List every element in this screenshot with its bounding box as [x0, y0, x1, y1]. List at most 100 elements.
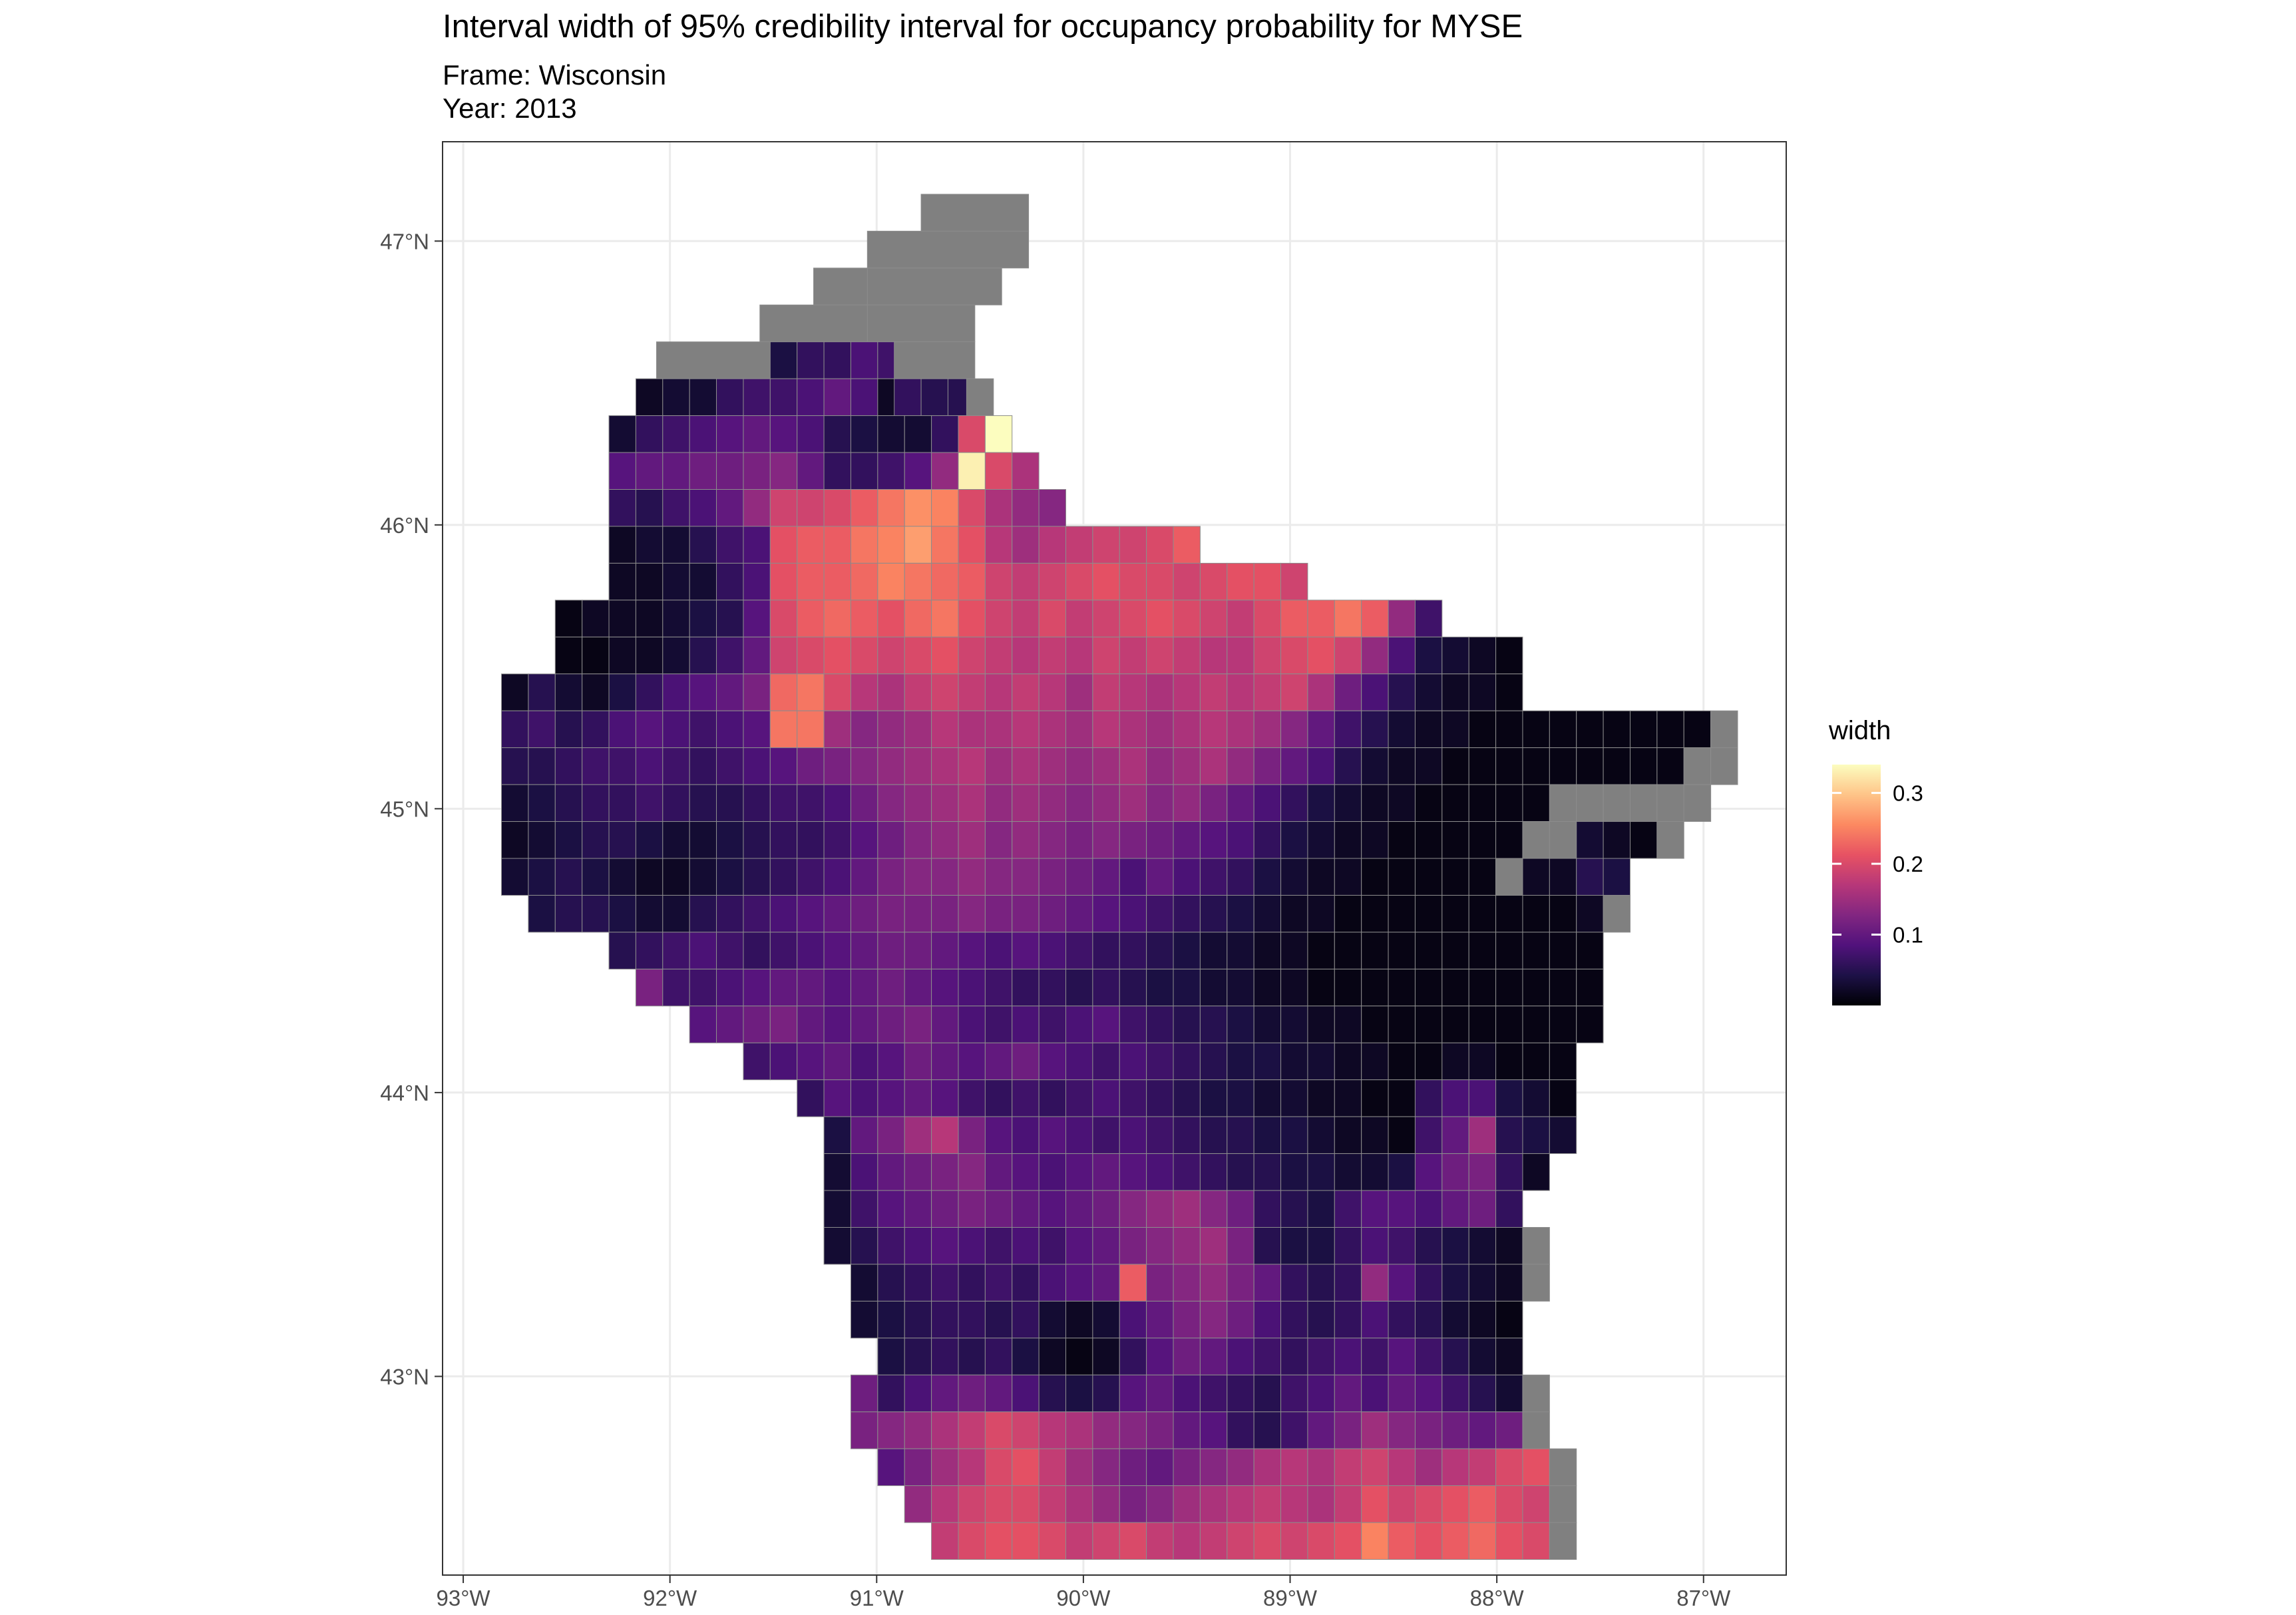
- heatmap-cell: [1065, 1226, 1093, 1265]
- heatmap-cell: [608, 710, 636, 749]
- heatmap-cell: [662, 636, 690, 675]
- heatmap-cell: [769, 932, 798, 970]
- heatmap-cell: [662, 710, 690, 749]
- heatmap-cell: [608, 894, 636, 933]
- heatmap-cell: [635, 968, 664, 1007]
- heatmap-cell: [1414, 1300, 1443, 1339]
- heatmap-cell: [1119, 747, 1147, 785]
- heatmap-cell: [1253, 1042, 1282, 1081]
- heatmap-cell: [1119, 1374, 1147, 1413]
- heatmap-cell: [931, 415, 959, 453]
- heatmap-cell: [984, 636, 1013, 675]
- heatmap-cell: [1173, 636, 1201, 675]
- heatmap-cell: [1119, 968, 1147, 1007]
- legend: 0.1 0.2 0.3: [1832, 765, 1923, 1005]
- heatmap-cell: [877, 1300, 905, 1339]
- heatmap-cell: [1414, 1448, 1443, 1487]
- heatmap-cell: [1388, 1485, 1416, 1523]
- heatmap-cell: [1549, 1485, 1577, 1523]
- heatmap-cell: [850, 600, 878, 637]
- heatmap-cell: [608, 562, 636, 601]
- heatmap-cell: [823, 600, 851, 637]
- heatmap-cell: [716, 600, 744, 637]
- heatmap-cell: [1280, 1264, 1308, 1302]
- heatmap-cell: [1012, 858, 1040, 896]
- axes: 93°W 92°W 91°W 90°W 89°W 88°W 87°W 43°N 44°N 45°N…: [380, 229, 1731, 1610]
- heatmap-cell: [1119, 710, 1147, 749]
- heatmap-cell: [1012, 1411, 1040, 1449]
- heatmap-cell: [984, 1005, 1013, 1043]
- heatmap-cell: [1361, 1522, 1389, 1560]
- heatmap-cell: [1414, 1079, 1443, 1117]
- heatmap-cell: [1334, 673, 1362, 711]
- heatmap-cell: [904, 747, 932, 785]
- heatmap-cell: [689, 821, 717, 859]
- heatmap-cell: [1361, 600, 1389, 637]
- heatmap-cell: [904, 636, 932, 675]
- heatmap-cell: [984, 747, 1013, 785]
- heatmap-cell: [823, 1042, 851, 1081]
- heatmap-cell: [501, 673, 529, 711]
- heatmap-cell: [769, 526, 798, 564]
- heatmap-cell: [1549, 1005, 1577, 1043]
- heatmap-cell: [1146, 1338, 1174, 1375]
- heatmap-cell: [1119, 858, 1147, 896]
- x-tick-label: 87°W: [1676, 1586, 1731, 1610]
- heatmap-cell: [904, 415, 932, 453]
- heatmap-cell: [689, 747, 717, 785]
- heatmap-cell: [866, 268, 1002, 305]
- heatmap-cell: [931, 1079, 959, 1117]
- heatmap-cell: [850, 747, 878, 785]
- heatmap-cell: [743, 894, 771, 933]
- legend-tick-label: 0.2: [1893, 852, 1923, 876]
- heatmap-cell: [1361, 1079, 1389, 1117]
- heatmap-cell: [1656, 710, 1684, 749]
- heatmap-cell: [1280, 747, 1308, 785]
- heatmap-cell: [904, 1190, 932, 1228]
- heatmap-cell: [877, 1338, 905, 1375]
- heatmap-cell: [1227, 600, 1254, 637]
- heatmap-cell: [1146, 894, 1174, 933]
- heatmap-cell: [1038, 1374, 1067, 1413]
- heatmap-cell: [1441, 821, 1469, 859]
- y-tick-label: 44°N: [380, 1081, 429, 1105]
- heatmap-cell: [1307, 1338, 1335, 1375]
- heatmap-cell: [1253, 821, 1282, 859]
- heatmap-cell: [1495, 1005, 1523, 1043]
- heatmap-cell: [1307, 1116, 1335, 1155]
- heatmap-cell: [743, 452, 771, 490]
- heatmap-cell: [1065, 894, 1093, 933]
- heatmap-cell: [1522, 1448, 1550, 1487]
- heatmap-cell: [1038, 932, 1067, 970]
- heatmap-cell: [1092, 1411, 1120, 1449]
- heatmap-cell: [1334, 1374, 1362, 1413]
- heatmap-cell: [823, 1190, 851, 1228]
- heatmap-cell: [1227, 1300, 1254, 1339]
- heatmap-cell: [1038, 894, 1067, 933]
- heatmap-cell: [1038, 747, 1067, 785]
- heatmap-cell: [1307, 747, 1335, 785]
- heatmap-cell: [1119, 821, 1147, 859]
- heatmap-cell: [1199, 600, 1228, 637]
- heatmap-cell: [608, 452, 636, 490]
- heatmap-cell: [1012, 1153, 1040, 1191]
- heatmap-cell: [1441, 710, 1469, 749]
- heatmap-cell: [1280, 894, 1308, 933]
- heatmap-cell: [1119, 1116, 1147, 1155]
- heatmap-cell: [769, 747, 798, 785]
- heatmap-cell: [1119, 784, 1147, 822]
- heatmap-cell: [1576, 821, 1604, 859]
- heatmap-cell: [1495, 1448, 1523, 1487]
- heatmap-cell: [1441, 1005, 1469, 1043]
- heatmap-cell: [1522, 747, 1550, 785]
- heatmap-cell: [1388, 1116, 1416, 1155]
- heatmap-cell: [1173, 710, 1201, 749]
- heatmap-cell: [635, 526, 664, 564]
- heatmap-cell: [1334, 858, 1362, 896]
- heatmap-cell: [1199, 858, 1228, 896]
- heatmap-cell: [1522, 894, 1550, 933]
- heatmap-cell: [1146, 600, 1174, 637]
- heatmap-cell: [1173, 821, 1201, 859]
- heatmap-cell: [904, 710, 932, 749]
- heatmap-cell: [904, 1226, 932, 1265]
